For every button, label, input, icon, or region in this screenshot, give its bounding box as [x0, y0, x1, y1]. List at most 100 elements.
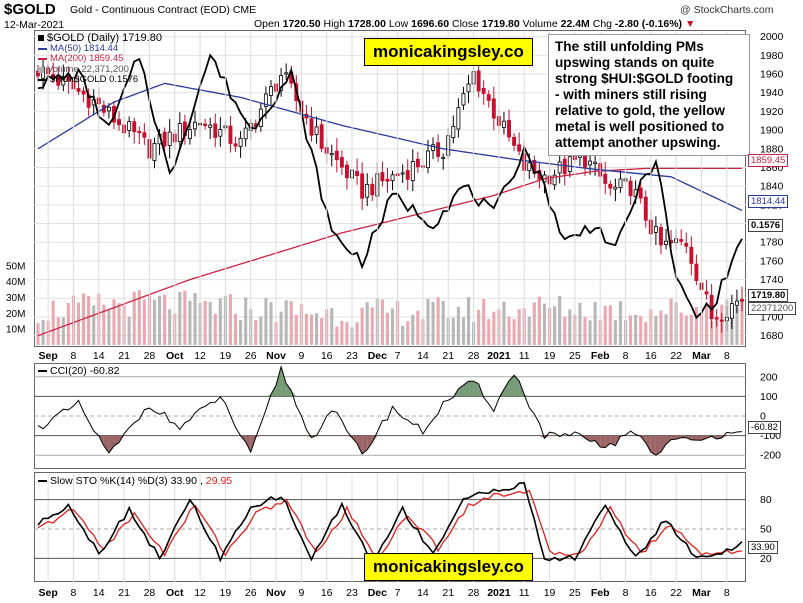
- volume-bar: [644, 321, 648, 345]
- sto-date-label: 19: [544, 587, 556, 599]
- legend-ma200: MA(200) 1859.45: [38, 53, 162, 65]
- note-line: strong $HUI:$GOLD footing: [555, 71, 734, 86]
- volume-axis-label: 50M: [6, 261, 25, 272]
- volume-bar: [477, 309, 481, 345]
- cci-oversold-fill: [600, 435, 606, 448]
- volume-bar: [168, 309, 172, 345]
- volume-bar: [218, 298, 222, 345]
- volume-bar: [684, 315, 688, 345]
- volume-bar: [441, 300, 445, 345]
- candle-up: [329, 152, 334, 156]
- candle-down: [415, 158, 420, 168]
- chg-down-icon: ▼: [684, 18, 696, 30]
- cci-line: [37, 364, 743, 456]
- candle-down: [689, 246, 694, 264]
- legend-hui-text: $HUI:$GOLD 0.1576: [50, 74, 139, 85]
- volume-bar: [294, 314, 298, 345]
- ohlc-readout: Open 1720.50 High 1728.00 Low 1696.60 Cl…: [254, 18, 695, 30]
- cci-oversold-fill: [691, 435, 697, 441]
- ma50-tag: 1814.44: [748, 195, 789, 208]
- ma200-tag: 1859.45: [748, 154, 789, 167]
- note-line: upswing stands on quite: [555, 55, 715, 70]
- price-date-label: 9: [298, 350, 304, 362]
- candle-down: [719, 319, 724, 322]
- sto-axis-label: 80: [760, 494, 772, 506]
- volume-bar: [213, 313, 217, 345]
- candle-down: [117, 119, 121, 126]
- volume-bar: [142, 299, 146, 345]
- candle-up: [279, 75, 284, 91]
- candle-up: [269, 86, 273, 96]
- volume-bar: [355, 322, 359, 345]
- volume-bar: [92, 305, 96, 345]
- candle-down: [405, 170, 410, 180]
- price-date-label: 19: [544, 350, 556, 362]
- description: Gold - Continuous Contract (EOD): [70, 4, 230, 16]
- note-line: The still unfolding PMs: [555, 39, 704, 54]
- cci-oversold-fill: [357, 435, 363, 454]
- note-line: relative to gold, the yellow: [555, 103, 725, 118]
- cci-oversold-fill: [666, 435, 672, 445]
- candle-down: [583, 155, 587, 168]
- cci-oversold-fill: [650, 435, 656, 456]
- volume-bar: [537, 296, 541, 345]
- candle-up: [177, 123, 182, 143]
- candle-down: [385, 178, 390, 182]
- sto-date-label: 12: [194, 587, 206, 599]
- volume-bar: [542, 303, 547, 345]
- volume-bar: [669, 298, 673, 345]
- sto-date-label: 21: [118, 587, 130, 599]
- candle-down: [684, 242, 689, 247]
- volume-bar: [107, 310, 111, 345]
- sto-date-label: Nov: [266, 587, 286, 599]
- candle-up: [127, 121, 132, 131]
- candle-down: [507, 119, 511, 138]
- candle-up: [461, 93, 466, 106]
- sto-date-label: 8: [71, 587, 77, 599]
- sto-date-label: 14: [417, 587, 429, 599]
- candle-down: [694, 263, 699, 281]
- volume-bar: [51, 300, 55, 345]
- sto-tag: 33.90: [748, 541, 778, 554]
- cci-legend: CCI(20) -60.82: [38, 366, 119, 377]
- candle-down: [491, 98, 496, 119]
- volume-bar: [137, 290, 141, 345]
- volume-bar: [380, 299, 384, 345]
- hui-ratio-line: [37, 53, 743, 320]
- volume-bar: [527, 316, 531, 345]
- price-date-label: 8: [71, 350, 77, 362]
- sto-axis-label: 50: [760, 524, 772, 536]
- volume-bar: [659, 310, 663, 345]
- price-date-label: 7: [395, 350, 401, 362]
- candle-up: [734, 300, 739, 306]
- volume-bar: [163, 294, 167, 345]
- cci-oversold-fill: [660, 435, 667, 452]
- volume-bar: [309, 314, 314, 345]
- volume-bar: [451, 317, 455, 345]
- price-axis-label: 1940: [760, 87, 784, 99]
- candle-up: [664, 240, 668, 245]
- candle-down: [476, 70, 481, 92]
- volume-bar: [406, 321, 410, 345]
- volume-axis-label: 30M: [6, 293, 25, 304]
- volume-tag: 22371200: [748, 302, 797, 315]
- volume-bar: [593, 301, 597, 345]
- volume-bar: [629, 315, 633, 345]
- candle-up: [106, 106, 111, 112]
- candle-down: [740, 298, 744, 302]
- candle-down: [628, 180, 633, 197]
- price-date-label: Nov: [266, 350, 286, 362]
- volume-bar: [127, 316, 131, 345]
- price-date-label: 28: [468, 350, 480, 362]
- cci-oversold-fill: [108, 435, 114, 453]
- candle-down: [344, 164, 349, 179]
- price-date-label: 25: [569, 350, 581, 362]
- ma200-line: [37, 167, 742, 337]
- price-date-label: 14: [93, 350, 105, 362]
- volume-bar: [416, 310, 420, 345]
- sto-date-label: 2021: [487, 587, 511, 599]
- candle-down: [213, 123, 218, 138]
- candle-up: [193, 121, 197, 130]
- volume-bar: [735, 306, 739, 345]
- candle-up: [390, 174, 395, 181]
